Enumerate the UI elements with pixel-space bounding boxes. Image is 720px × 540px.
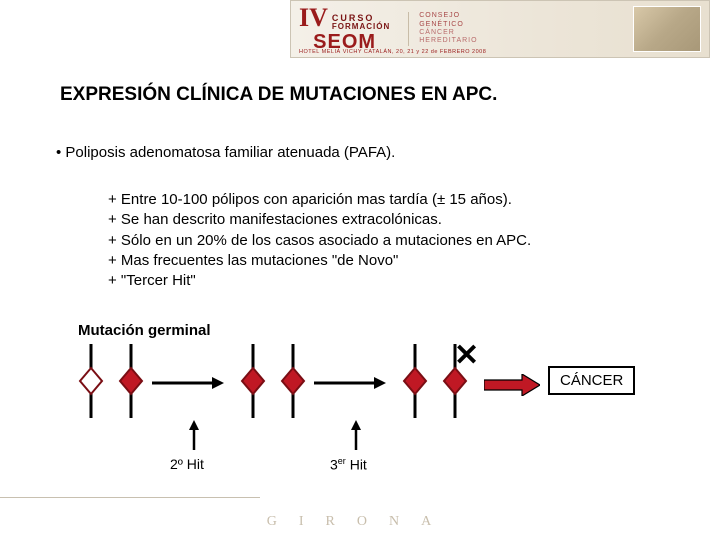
banner-right-l3: CÁNCER xyxy=(419,29,477,37)
cross-mark: ✕ xyxy=(454,338,479,373)
header-banner: IV CURSO FORMACIÓN SEOM CONSEJO GENÉTICO… xyxy=(290,0,710,58)
chromosome-icon xyxy=(240,344,266,418)
chromosome-icon xyxy=(402,344,428,418)
banner-right-l2: GENÉTICO xyxy=(419,21,477,29)
banner-formacion: FORMACIÓN xyxy=(332,23,390,31)
cancer-label: CÁNCER xyxy=(548,366,635,395)
hit3-up-arrow xyxy=(350,420,362,450)
cancer-arrow xyxy=(484,374,540,396)
slide-title: EXPRESIÓN CLÍNICA DE MUTACIONES EN APC. xyxy=(60,84,497,106)
chromosome-pair-1 xyxy=(78,344,144,418)
hit2-label: 2º Hit xyxy=(170,456,204,472)
progression-arrow-1 xyxy=(152,376,224,390)
banner-logo: IV CURSO FORMACIÓN SEOM xyxy=(299,5,390,54)
progression-arrow-2 xyxy=(314,376,386,390)
chromosome-icon xyxy=(78,344,104,418)
footer-girona: GIRONA xyxy=(0,514,720,530)
banner-right-l4: HEREDITARIO xyxy=(419,37,477,45)
chromosome-icon xyxy=(280,344,306,418)
sub-bullet-2: + Se han descrito manifestaciones extrac… xyxy=(108,210,531,230)
banner-strip: HOTEL MELIÁ VICHY CATALÁN, 20, 21 y 22 d… xyxy=(299,49,701,55)
sub-bullet-5: + "Tercer Hit" xyxy=(108,271,531,291)
banner-iv: IV xyxy=(299,5,328,31)
sub-bullet-1: + Entre 10-100 pólipos con aparición mas… xyxy=(108,190,531,210)
hit3-label: 3er Hit xyxy=(330,456,367,473)
chromosome-icon xyxy=(118,344,144,418)
germinal-label: Mutación germinal xyxy=(78,322,211,339)
sub-bullet-4: + Mas frecuentes las mutaciones "de Novo… xyxy=(108,251,531,271)
sub-bullet-3: + Sólo en un 20% de los casos asociado a… xyxy=(108,231,531,251)
main-bullet: • Poliposis adenomatosa familiar atenuad… xyxy=(56,144,395,161)
banner-right-l1: CONSEJO xyxy=(419,12,477,20)
hit2-up-arrow xyxy=(188,420,200,450)
banner-photo xyxy=(633,6,701,52)
footer-line xyxy=(0,497,260,498)
chromosome-pair-2 xyxy=(240,344,306,418)
hit-diagram: 2º Hit3er Hit✕ CÁNCER xyxy=(78,344,638,484)
banner-right-text: CONSEJO GENÉTICO CÁNCER HEREDITARIO xyxy=(408,12,477,46)
sub-bullet-list: + Entre 10-100 pólipos con aparición mas… xyxy=(108,190,531,291)
